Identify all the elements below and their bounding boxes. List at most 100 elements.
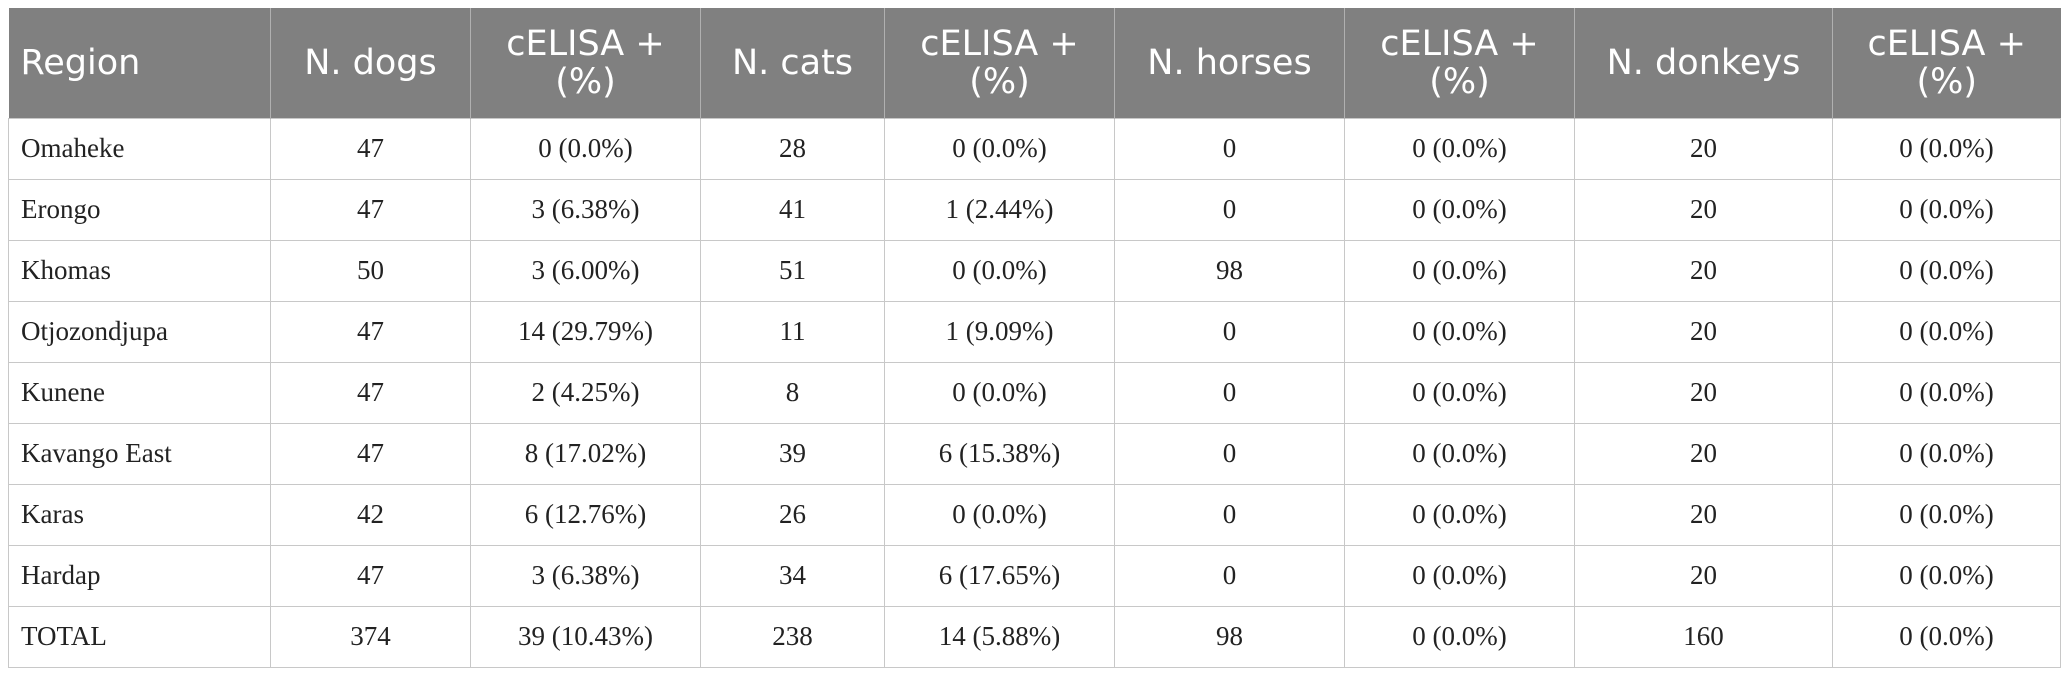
serology-table: Region N. dogs cELISA + (%) N. cats cELI… xyxy=(8,8,2061,668)
celisa-donkeys-cell: 0 (0.0%) xyxy=(1832,239,2061,302)
n-cats-cell: 41 xyxy=(700,178,885,241)
n-cats-cell: 238 xyxy=(700,605,885,668)
celisa-donkeys-cell: 0 (0.0%) xyxy=(1832,178,2061,241)
celisa-donkeys-cell: 0 (0.0%) xyxy=(1832,422,2061,485)
n-dogs-cell: 47 xyxy=(270,117,471,180)
table-row: Kunene 47 2 (4.25%) 8 0 (0.0%) 0 0 (0.0%) 20 0 (… xyxy=(8,361,2061,424)
n-donkeys-cell: 20 xyxy=(1574,361,1833,424)
celisa-donkeys-cell: 0 (0.0%) xyxy=(1832,361,2061,424)
celisa-horses-cell: 0 (0.0%) xyxy=(1344,422,1575,485)
n-dogs-cell: 47 xyxy=(270,300,471,363)
celisa-donkeys-cell: 0 (0.0%) xyxy=(1832,300,2061,363)
n-horses-cell: 0 xyxy=(1114,544,1345,607)
n-cats-cell: 39 xyxy=(700,422,885,485)
n-dogs-cell: 50 xyxy=(270,239,471,302)
region-cell: Kunene xyxy=(8,361,271,424)
celisa-donkeys-cell: 0 (0.0%) xyxy=(1832,605,2061,668)
celisa-dogs-cell: 6 (12.76%) xyxy=(470,483,701,546)
celisa-horses-cell: 0 (0.0%) xyxy=(1344,361,1575,424)
header-celisa-cats: cELISA + (%) xyxy=(884,8,1115,118)
n-cats-cell: 8 xyxy=(700,361,885,424)
celisa-horses-cell: 0 (0.0%) xyxy=(1344,544,1575,607)
n-horses-cell: 0 xyxy=(1114,483,1345,546)
region-cell: Kavango East xyxy=(8,422,271,485)
celisa-donkeys-cell: 0 (0.0%) xyxy=(1832,544,2061,607)
celisa-dogs-cell: 39 (10.43%) xyxy=(470,605,701,668)
n-donkeys-cell: 20 xyxy=(1574,422,1833,485)
n-dogs-cell: 47 xyxy=(270,544,471,607)
region-cell: Karas xyxy=(8,483,271,546)
region-cell: Khomas xyxy=(8,239,271,302)
n-donkeys-cell: 20 xyxy=(1574,300,1833,363)
n-donkeys-cell: 20 xyxy=(1574,117,1833,180)
n-dogs-cell: 47 xyxy=(270,422,471,485)
n-horses-cell: 0 xyxy=(1114,178,1345,241)
n-cats-cell: 11 xyxy=(700,300,885,363)
celisa-cats-cell: 14 (5.88%) xyxy=(884,605,1115,668)
n-cats-cell: 28 xyxy=(700,117,885,180)
table-header: Region N. dogs cELISA + (%) N. cats cELI… xyxy=(8,8,2061,118)
celisa-horses-cell: 0 (0.0%) xyxy=(1344,483,1575,546)
table-body: Omaheke 47 0 (0.0%) 28 0 (0.0%) 0 0 (0.0%) 20 0 … xyxy=(8,117,2061,668)
table-row: Karas 42 6 (12.76%) 26 0 (0.0%) 0 0 (0.0%) 20 0 … xyxy=(8,483,2061,546)
header-celisa-donkeys: cELISA + (%) xyxy=(1832,8,2061,118)
header-row: Region N. dogs cELISA + (%) N. cats cELI… xyxy=(8,8,2061,118)
header-celisa-horses: cELISA + (%) xyxy=(1344,8,1575,118)
celisa-dogs-cell: 2 (4.25%) xyxy=(470,361,701,424)
celisa-donkeys-cell: 0 (0.0%) xyxy=(1832,483,2061,546)
n-horses-cell: 0 xyxy=(1114,361,1345,424)
celisa-cats-cell: 6 (17.65%) xyxy=(884,544,1115,607)
n-donkeys-cell: 20 xyxy=(1574,483,1833,546)
header-n-cats: N. cats xyxy=(700,8,885,118)
n-horses-cell: 0 xyxy=(1114,422,1345,485)
n-cats-cell: 34 xyxy=(700,544,885,607)
table-row: Erongo 47 3 (6.38%) 41 1 (2.44%) 0 0 (0.0%) 20 0… xyxy=(8,178,2061,241)
table-row: Omaheke 47 0 (0.0%) 28 0 (0.0%) 0 0 (0.0%) 20 0 … xyxy=(8,117,2061,180)
table-row: Hardap 47 3 (6.38%) 34 6 (17.65%) 0 0 (0.0%) 20… xyxy=(8,544,2061,607)
header-celisa-dogs: cELISA + (%) xyxy=(470,8,701,118)
header-n-donkeys: N. donkeys xyxy=(1574,8,1833,118)
celisa-horses-cell: 0 (0.0%) xyxy=(1344,239,1575,302)
table-row: TOTAL 374 39 (10.43%) 238 14 (5.88%) 98 0 (0.0… xyxy=(8,605,2061,668)
n-horses-cell: 98 xyxy=(1114,239,1345,302)
celisa-dogs-cell: 8 (17.02%) xyxy=(470,422,701,485)
n-cats-cell: 26 xyxy=(700,483,885,546)
celisa-donkeys-cell: 0 (0.0%) xyxy=(1832,117,2061,180)
n-horses-cell: 0 xyxy=(1114,117,1345,180)
region-cell: Otjozondjupa xyxy=(8,300,271,363)
n-dogs-cell: 42 xyxy=(270,483,471,546)
n-donkeys-cell: 20 xyxy=(1574,544,1833,607)
table-row: Khomas 50 3 (6.00%) 51 0 (0.0%) 98 0 (0.0%) 20 0… xyxy=(8,239,2061,302)
celisa-cats-cell: 0 (0.0%) xyxy=(884,239,1115,302)
celisa-horses-cell: 0 (0.0%) xyxy=(1344,117,1575,180)
celisa-cats-cell: 0 (0.0%) xyxy=(884,361,1115,424)
header-region: Region xyxy=(8,8,271,118)
n-dogs-cell: 47 xyxy=(270,361,471,424)
region-cell: Hardap xyxy=(8,544,271,607)
n-cats-cell: 51 xyxy=(700,239,885,302)
celisa-horses-cell: 0 (0.0%) xyxy=(1344,300,1575,363)
table-row: Otjozondjupa 47 14 (29.79%) 11 1 (9.09%) 0 0 (… xyxy=(8,300,2061,363)
n-donkeys-cell: 20 xyxy=(1574,178,1833,241)
celisa-horses-cell: 0 (0.0%) xyxy=(1344,605,1575,668)
header-n-dogs: N. dogs xyxy=(270,8,471,118)
n-horses-cell: 98 xyxy=(1114,605,1345,668)
celisa-dogs-cell: 0 (0.0%) xyxy=(470,117,701,180)
celisa-horses-cell: 0 (0.0%) xyxy=(1344,178,1575,241)
table-row: Kavango East 47 8 (17.02%) 39 6 (15.38%) 0 0 (… xyxy=(8,422,2061,485)
celisa-dogs-cell: 14 (29.79%) xyxy=(470,300,701,363)
n-donkeys-cell: 20 xyxy=(1574,239,1833,302)
n-donkeys-cell: 160 xyxy=(1574,605,1833,668)
region-cell: Omaheke xyxy=(8,117,271,180)
n-dogs-cell: 47 xyxy=(270,178,471,241)
celisa-cats-cell: 0 (0.0%) xyxy=(884,117,1115,180)
n-dogs-cell: 374 xyxy=(270,605,471,668)
header-n-horses: N. horses xyxy=(1114,8,1345,118)
celisa-dogs-cell: 3 (6.00%) xyxy=(470,239,701,302)
n-horses-cell: 0 xyxy=(1114,300,1345,363)
celisa-cats-cell: 1 (9.09%) xyxy=(884,300,1115,363)
celisa-cats-cell: 0 (0.0%) xyxy=(884,483,1115,546)
region-cell: Erongo xyxy=(8,178,271,241)
region-cell: TOTAL xyxy=(8,605,271,668)
celisa-dogs-cell: 3 (6.38%) xyxy=(470,544,701,607)
